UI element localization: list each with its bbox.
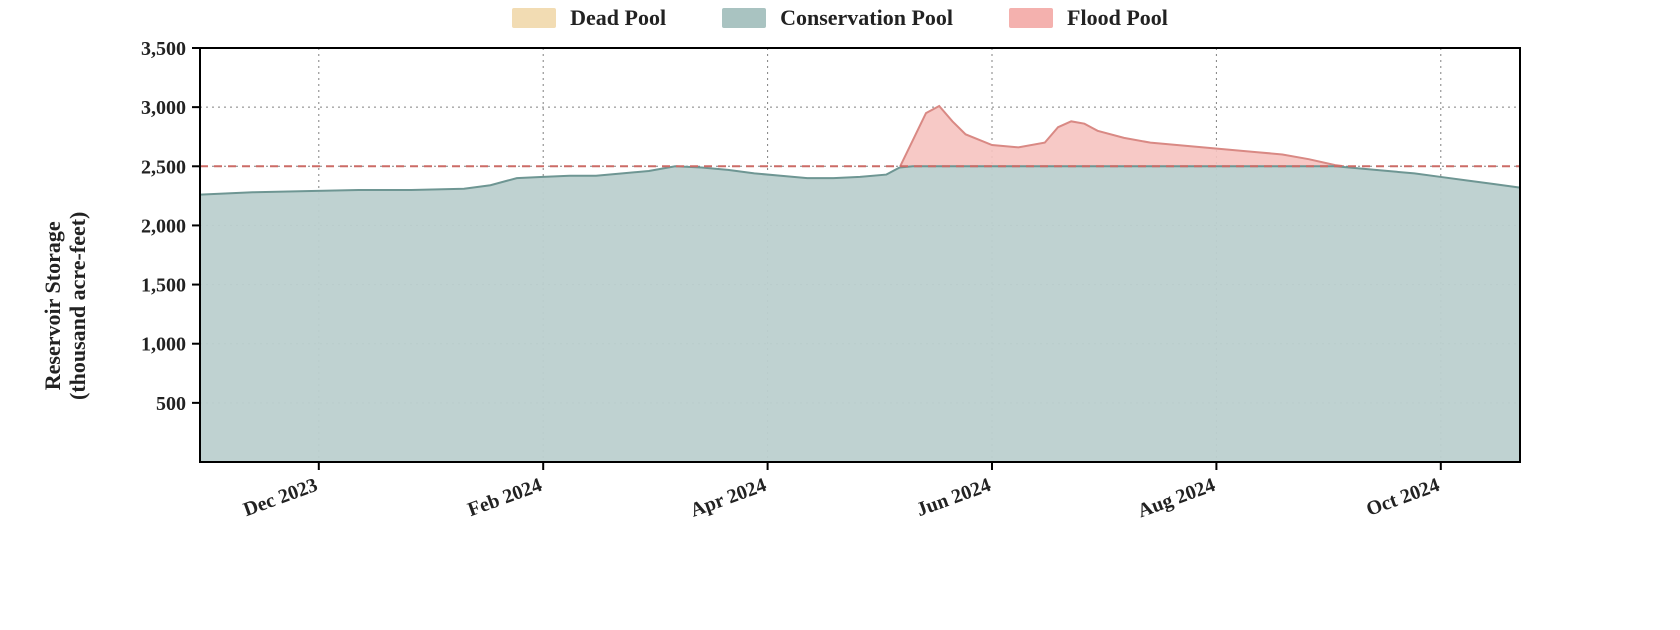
legend-label: Conservation Pool (780, 5, 953, 31)
svg-text:1,000: 1,000 (141, 334, 186, 356)
legend-swatch-dead-pool (512, 8, 556, 28)
legend-label: Flood Pool (1067, 5, 1168, 31)
svg-text:Dec 2023: Dec 2023 (240, 474, 320, 521)
legend-item-dead-pool: Dead Pool (512, 5, 666, 31)
svg-text:1,500: 1,500 (141, 275, 186, 297)
legend-item-conservation-pool: Conservation Pool (722, 5, 953, 31)
svg-text:500: 500 (156, 393, 186, 415)
svg-text:Feb 2024: Feb 2024 (465, 474, 545, 521)
y-axis-label-line2: (thousand acre-feet) (65, 212, 90, 400)
svg-text:Apr 2024: Apr 2024 (687, 474, 769, 522)
svg-text:3,500: 3,500 (141, 38, 186, 60)
svg-text:Jun 2024: Jun 2024 (914, 474, 994, 521)
svg-text:Aug 2024: Aug 2024 (1135, 474, 1218, 522)
legend-swatch-conservation-pool (722, 8, 766, 28)
legend-swatch-flood-pool (1009, 8, 1053, 28)
reservoir-storage-chart: 500 1,000 1,500 2,000 2,500 3,000 3,500 Dec 202… (0, 0, 1680, 630)
y-axis-label-line1: Reservoir Storage (40, 212, 65, 400)
svg-text:Oct 2024: Oct 2024 (1363, 474, 1442, 521)
svg-text:2,500: 2,500 (141, 156, 186, 178)
svg-text:3,000: 3,000 (141, 97, 186, 119)
legend-item-flood-pool: Flood Pool (1009, 5, 1168, 31)
chart-legend: Dead Pool Conservation Pool Flood Pool (0, 0, 1680, 36)
y-axis-label: Reservoir Storage (thousand acre-feet) (40, 212, 91, 400)
legend-label: Dead Pool (570, 5, 666, 31)
svg-text:2,000: 2,000 (141, 215, 186, 237)
